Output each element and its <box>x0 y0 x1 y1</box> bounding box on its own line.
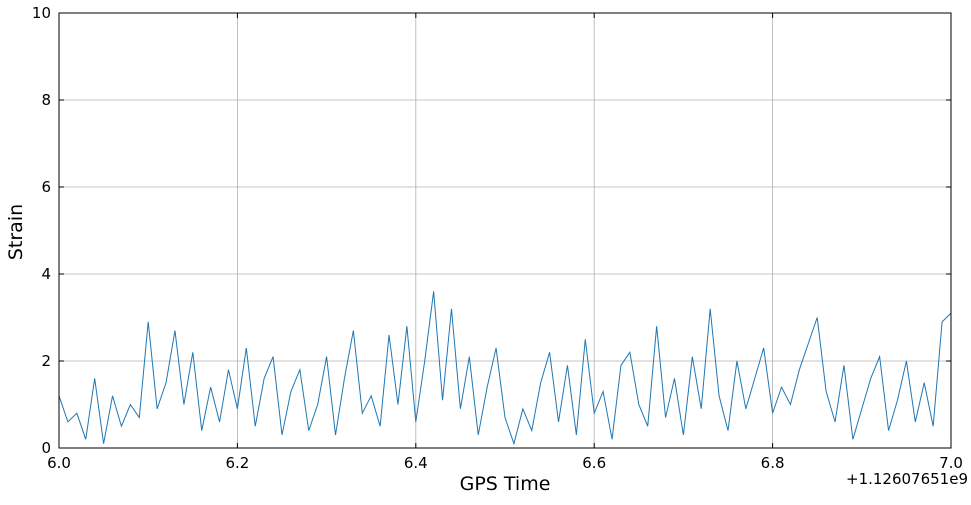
y-tick-label: 2 <box>41 352 51 370</box>
y-tick-label: 4 <box>41 265 51 283</box>
x-tick-label: 6.4 <box>404 454 428 472</box>
y-tick-label: 8 <box>41 91 51 109</box>
plot-frame <box>58 12 952 449</box>
x-tick-label: 6.0 <box>47 454 71 472</box>
y-tick-label: 10 <box>32 4 51 22</box>
x-tick-label: 7.0 <box>939 454 963 472</box>
y-axis-label: Strain <box>5 204 27 260</box>
x-tick-label: 6.8 <box>761 454 785 472</box>
x-offset-label: +1.12607651e9 <box>846 470 968 488</box>
x-axis-label: GPS Time <box>460 473 551 495</box>
y-tick-label: 0 <box>41 439 51 457</box>
x-tick-label: 6.6 <box>582 454 606 472</box>
x-tick-label: 6.2 <box>225 454 249 472</box>
y-tick-label: 6 <box>41 178 51 196</box>
data-line <box>58 291 952 446</box>
